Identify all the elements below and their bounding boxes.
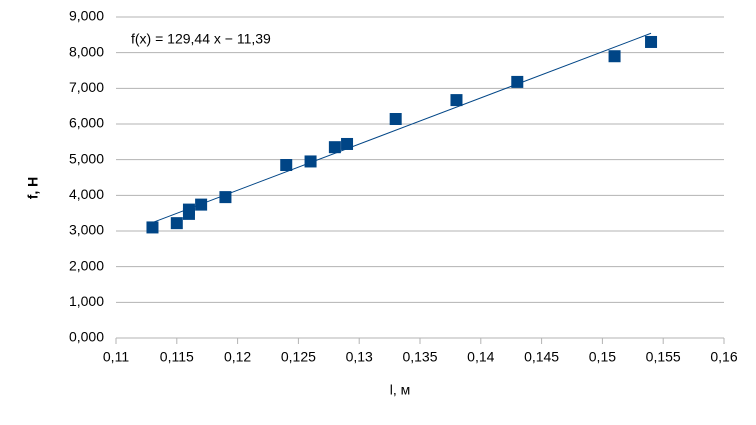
x-tick-label: 0,135	[402, 349, 437, 365]
y-tick-label: 0,000	[69, 329, 104, 345]
y-tick-label: 8,000	[69, 43, 104, 59]
x-tick-label: 0,155	[646, 349, 681, 365]
x-tick-label: 0,14	[467, 349, 494, 365]
y-tick-label: 3,000	[69, 222, 104, 238]
x-tick-label: 0,145	[524, 349, 559, 365]
y-tick-label: 1,000	[69, 293, 104, 309]
x-tick-label: 0,16	[710, 349, 737, 365]
trendline	[152, 32, 652, 224]
x-tick-label: 0,12	[224, 349, 251, 365]
marker	[608, 50, 621, 63]
x-tick-label: 0,11	[103, 349, 129, 365]
marker	[389, 113, 402, 126]
marker	[146, 221, 159, 234]
y-tick-label: 6,000	[69, 115, 104, 131]
trendline-label: f(x) = 129,44 x − 11,39	[131, 31, 271, 47]
marker	[182, 203, 195, 216]
y-axis-label: f, Н	[25, 177, 41, 200]
marker	[450, 94, 463, 107]
marker	[645, 35, 658, 48]
x-axis-label: l, м	[390, 382, 411, 398]
marker	[304, 155, 317, 168]
marker	[170, 217, 183, 230]
x-tick-label: 0,125	[281, 349, 316, 365]
y-tick-label: 9,000	[69, 8, 104, 24]
y-tick-label: 7,000	[69, 79, 104, 95]
marker	[341, 137, 354, 150]
x-tick-label: 0,115	[160, 349, 194, 365]
y-tick-label: 5,000	[69, 150, 104, 166]
y-tick-label: 4,000	[69, 186, 104, 202]
y-tick-label: 2,000	[69, 257, 104, 273]
x-tick-label: 0,13	[346, 349, 373, 365]
marker	[280, 159, 293, 172]
marker	[328, 141, 341, 154]
x-tick-label: 0,15	[589, 349, 616, 365]
